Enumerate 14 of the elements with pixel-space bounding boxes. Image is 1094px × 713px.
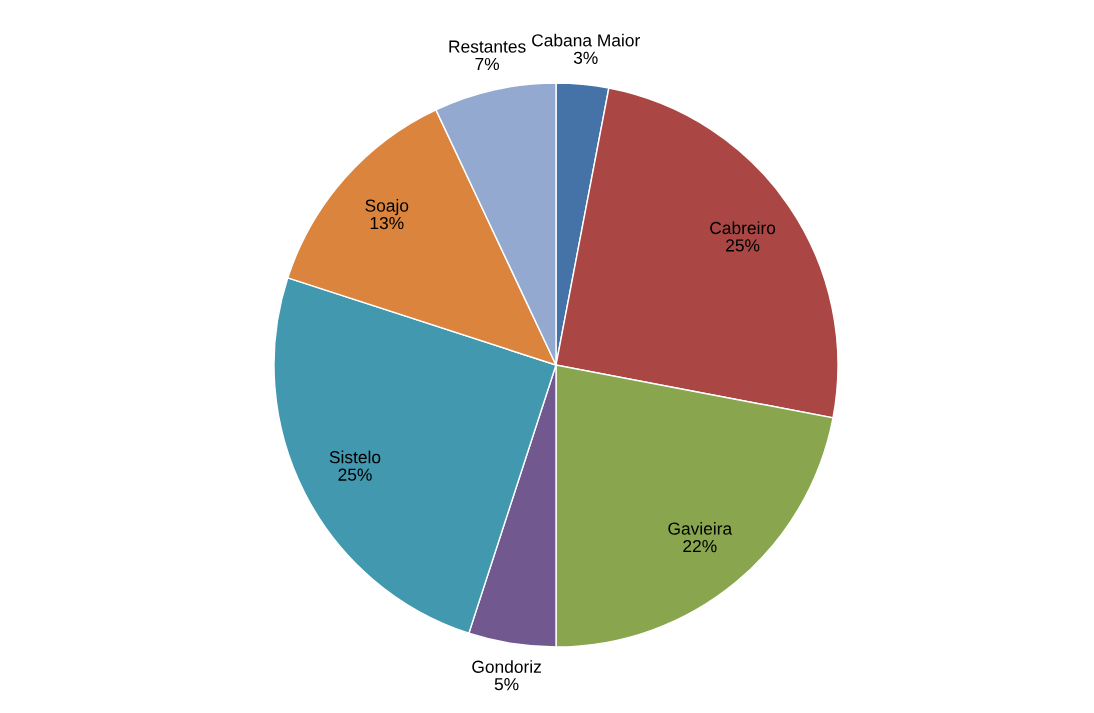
data-label: 25% xyxy=(338,468,372,481)
slice-label: Soajo xyxy=(365,199,409,216)
slice-label: Restantes xyxy=(449,40,526,53)
slice-label: Sistelo xyxy=(329,450,381,464)
slice-label: Gondoriz xyxy=(472,660,541,673)
slice-label: Gavieira xyxy=(668,522,733,535)
slice-label: Cabreiro xyxy=(710,221,776,235)
data-label: 22% xyxy=(683,539,717,553)
data-label: 25% xyxy=(726,239,760,252)
slice-label: Cabana Maior xyxy=(532,33,640,47)
data-label: 3% xyxy=(573,51,598,64)
data-label: 7% xyxy=(475,57,500,71)
data-label: 5% xyxy=(494,678,519,691)
data-label: 13% xyxy=(370,216,404,230)
